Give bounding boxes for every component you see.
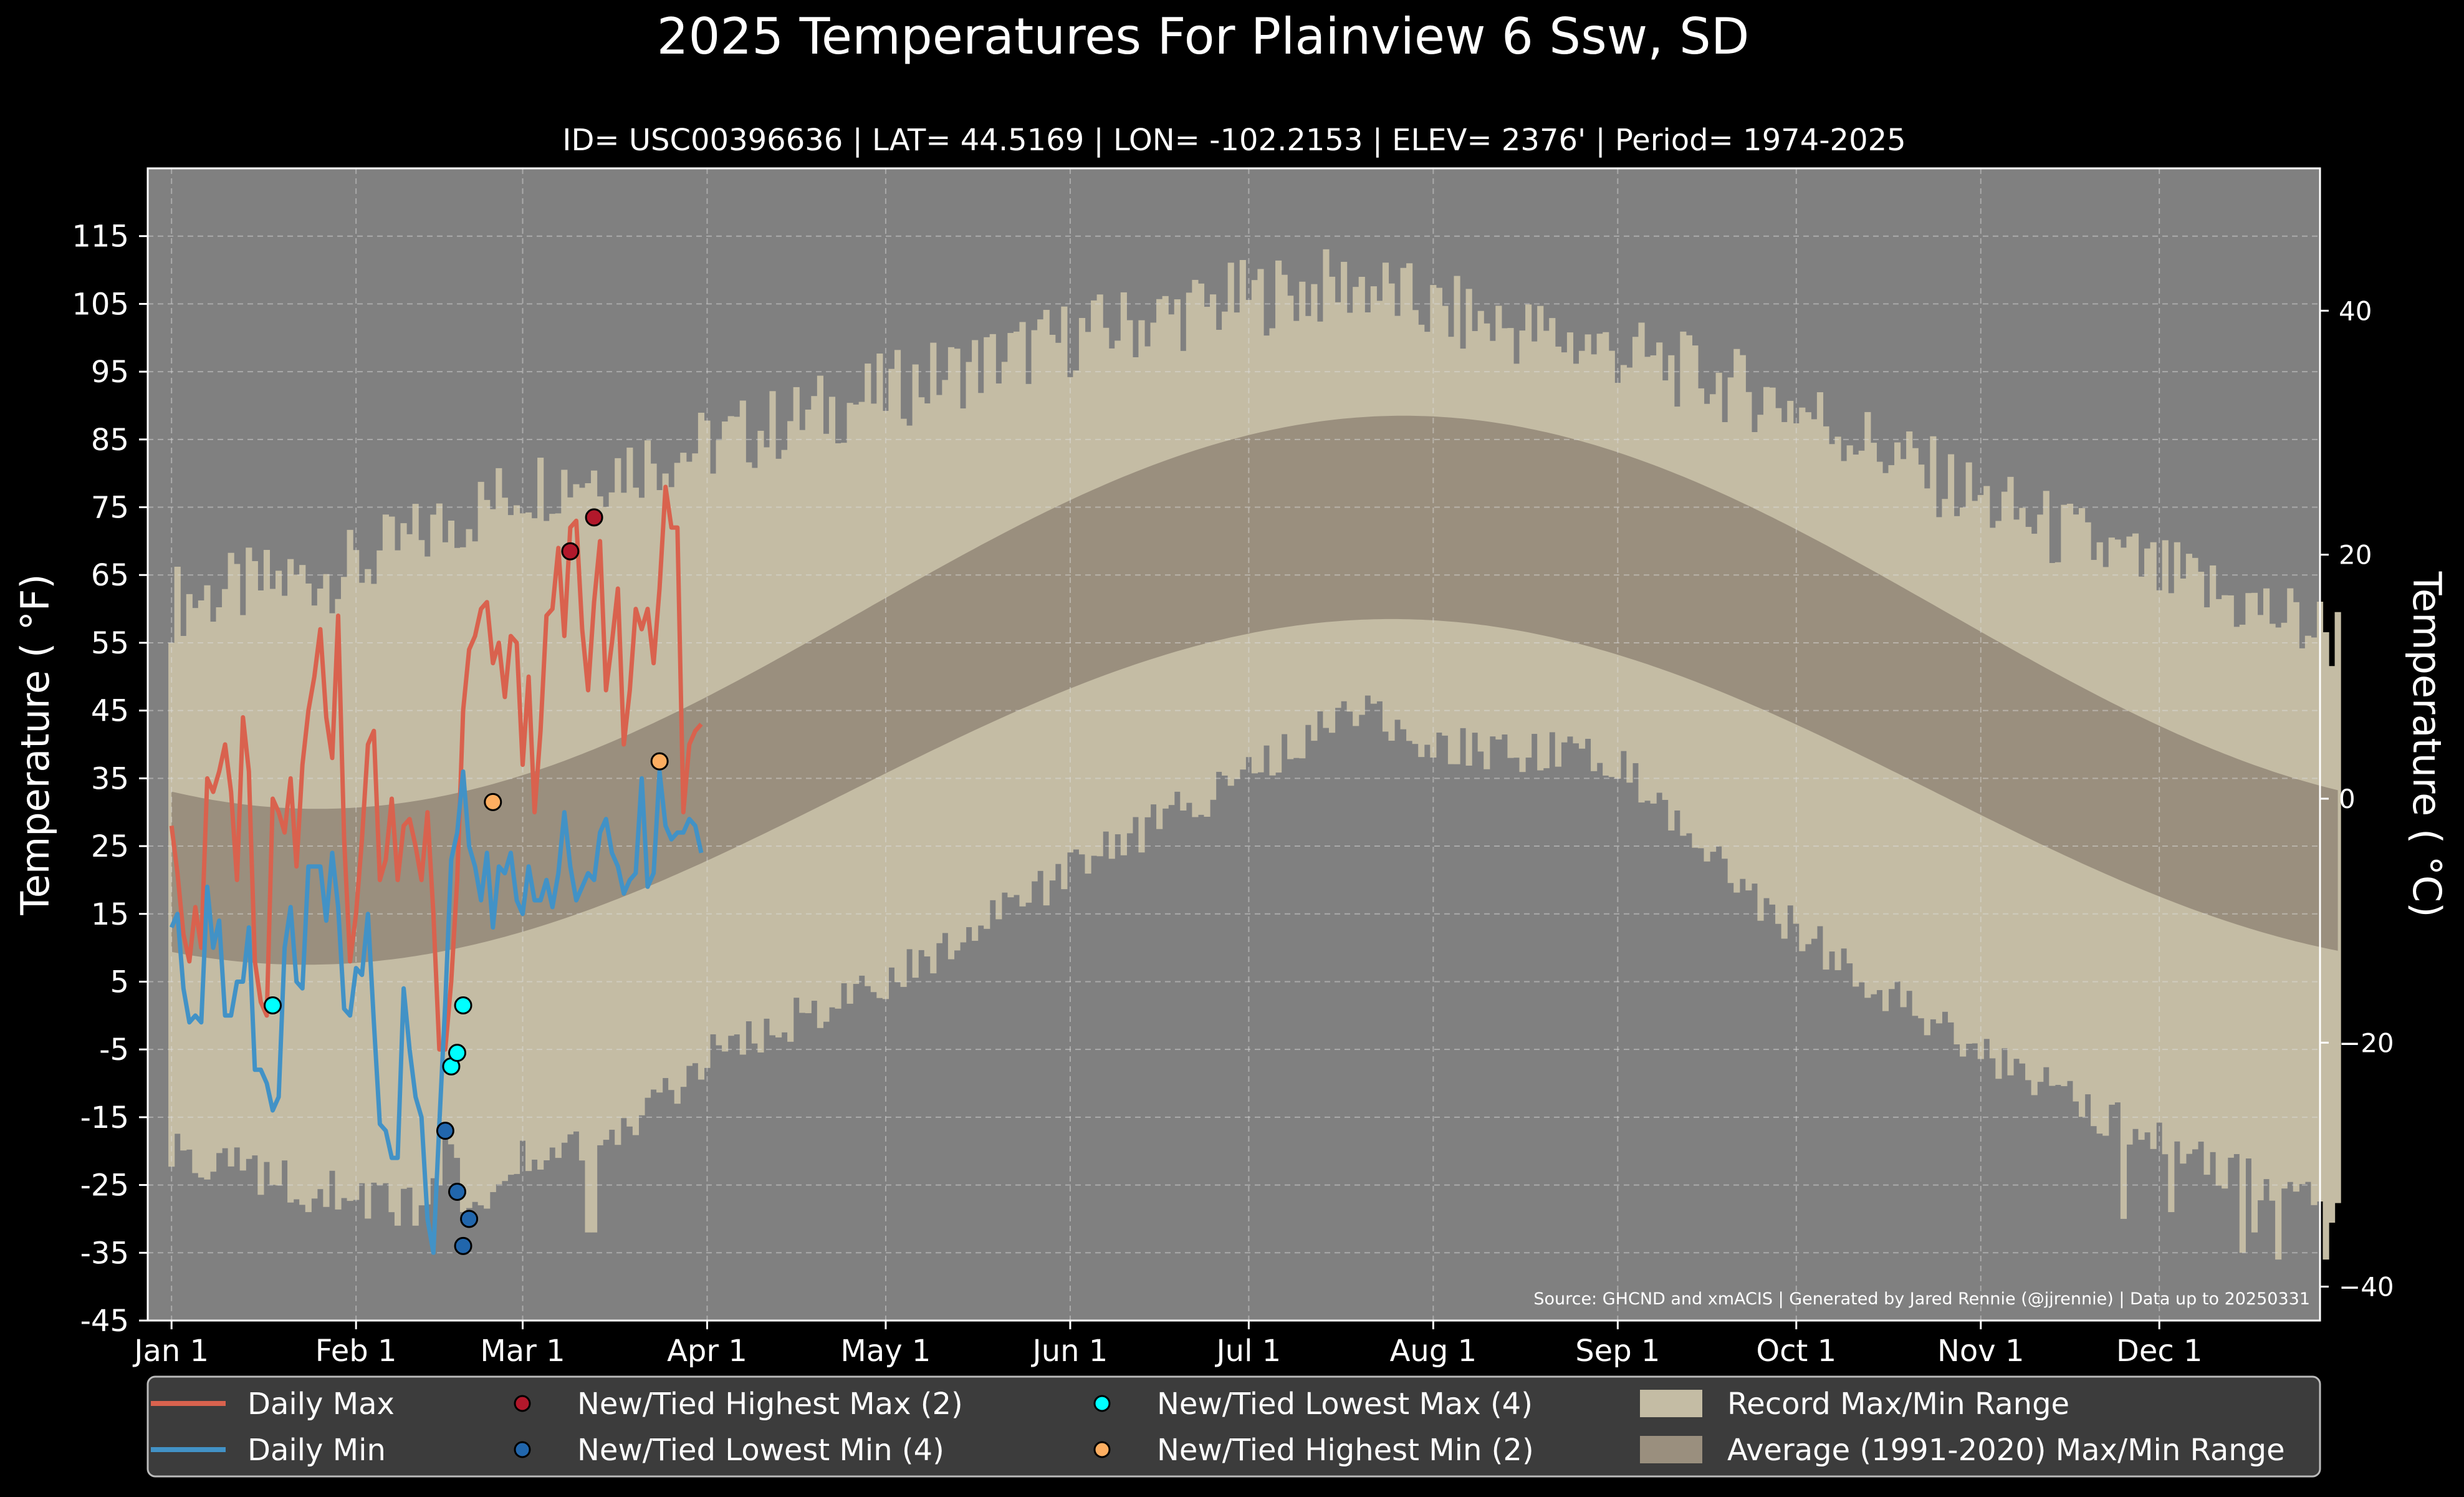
legend-dot-swatch bbox=[514, 1395, 531, 1412]
y-axis-left: -45 -35 -25 -15 -5 5 15 25 35 45 55 65 75 85 95 105 115 bbox=[72, 219, 148, 1339]
x-tick-label: Feb 1 bbox=[315, 1334, 397, 1369]
legend-label: Daily Max bbox=[247, 1387, 395, 1422]
y-tick-label: 15 bbox=[91, 897, 129, 932]
record-marker bbox=[585, 508, 603, 527]
y-tick-label: 65 bbox=[91, 558, 129, 593]
record-bar bbox=[2120, 547, 2127, 1219]
grid-lines bbox=[148, 168, 2320, 1321]
record-marker bbox=[448, 1182, 466, 1201]
record-bar bbox=[2334, 612, 2341, 1203]
record-marker bbox=[264, 996, 282, 1015]
legend-patch-swatch bbox=[1640, 1390, 1702, 1417]
y2-tick-label: 40 bbox=[2339, 296, 2372, 326]
y-tick-label: -35 bbox=[80, 1236, 129, 1271]
x-tick-label: Nov 1 bbox=[1937, 1334, 2024, 1369]
x-tick-label: Oct 1 bbox=[1756, 1334, 1836, 1369]
x-tick-label: Jul 1 bbox=[1215, 1334, 1282, 1369]
record-marker bbox=[650, 752, 669, 771]
legend-box bbox=[146, 1375, 2321, 1478]
record-bar bbox=[2168, 593, 2175, 1213]
x-tick-label: Apr 1 bbox=[667, 1334, 747, 1369]
record-marker bbox=[448, 1044, 466, 1062]
daily-min-line bbox=[169, 769, 704, 1255]
legend-patch-swatch bbox=[1640, 1436, 1702, 1463]
legend-dot-swatch bbox=[514, 1441, 531, 1458]
record-marker bbox=[460, 1210, 479, 1228]
y-tick-label: 25 bbox=[91, 829, 129, 864]
y-tick-label: 45 bbox=[91, 694, 129, 729]
legend-dot-swatch bbox=[1093, 1441, 1111, 1458]
legend-label: Daily Min bbox=[247, 1433, 386, 1468]
legend-label: New/Tied Highest Max (2) bbox=[577, 1387, 963, 1422]
y-tick-label: -25 bbox=[80, 1168, 129, 1203]
y-tick-label: 95 bbox=[91, 355, 129, 390]
y-tick-label: 115 bbox=[72, 219, 129, 254]
legend: Daily Max Daily Min New/Tied Highest Max (… bbox=[146, 1375, 2321, 1478]
record-marker bbox=[454, 1236, 472, 1255]
y-tick-label: -15 bbox=[80, 1100, 129, 1135]
y-tick-label: 55 bbox=[91, 626, 129, 661]
y2-tick-label: 0 bbox=[2339, 784, 2356, 814]
legend-dot-swatch bbox=[1093, 1395, 1111, 1412]
record-marker bbox=[436, 1122, 454, 1140]
x-axis: Jan 1 Feb 1 Mar 1 Apr 1 May 1 Jun 1 Jul 1 Aug 1… bbox=[132, 1321, 2203, 1369]
daily-max-line bbox=[169, 484, 703, 1052]
record-markers bbox=[264, 508, 669, 1255]
record-bar bbox=[168, 642, 175, 1167]
x-tick-label: Aug 1 bbox=[1390, 1334, 1477, 1369]
legend-label: New/Tied Lowest Min (4) bbox=[577, 1433, 944, 1468]
record-marker bbox=[561, 542, 580, 561]
normal-range-band bbox=[171, 415, 2338, 965]
y-tick-label: 85 bbox=[91, 423, 129, 458]
y2-tick-label: −40 bbox=[2339, 1272, 2394, 1302]
chart-subtitle: ID= USC00396636 | LAT= 44.5169 | LON= -1… bbox=[562, 123, 1906, 158]
record-bar bbox=[2239, 624, 2246, 1253]
record-marker bbox=[454, 996, 472, 1015]
y-axis-label: Temperature ( °F) bbox=[12, 574, 58, 915]
y-tick-label: -5 bbox=[99, 1032, 129, 1067]
record-bar bbox=[2275, 627, 2282, 1260]
x-tick-label: Sep 1 bbox=[1575, 1334, 1660, 1369]
x-tick-label: May 1 bbox=[840, 1334, 931, 1369]
y-tick-label: -45 bbox=[80, 1304, 129, 1339]
legend-label: Record Max/Min Range bbox=[1727, 1387, 2069, 1422]
source-note: Source: GHCND and xmACIS | Generated by … bbox=[1533, 1289, 2310, 1309]
legend-label: New/Tied Lowest Max (4) bbox=[1157, 1387, 1533, 1422]
y-tick-label: 5 bbox=[110, 965, 129, 999]
y-tick-label: 105 bbox=[72, 287, 129, 322]
y2-tick-label: 20 bbox=[2339, 540, 2372, 570]
legend-label: Average (1991-2020) Max/Min Range bbox=[1727, 1433, 2285, 1468]
y2-tick-label: −20 bbox=[2339, 1028, 2394, 1058]
y-axis-right: −40 −20 0 20 40 bbox=[2320, 296, 2394, 1302]
y-tick-label: 35 bbox=[91, 761, 129, 796]
y2-axis-label: Temperature ( °C) bbox=[2404, 571, 2450, 918]
x-tick-label: Jan 1 bbox=[132, 1334, 209, 1369]
chart-title: 2025 Temperatures For Plainview 6 Ssw, S… bbox=[657, 7, 1750, 65]
plot-frame bbox=[146, 167, 2321, 1322]
y-tick-label: 75 bbox=[91, 491, 129, 526]
x-tick-label: Jun 1 bbox=[1031, 1334, 1108, 1369]
legend-label: New/Tied Highest Min (2) bbox=[1157, 1433, 1534, 1468]
plot-area: Source: GHCND and xmACIS | Generated by … bbox=[146, 167, 2341, 1322]
x-tick-label: Dec 1 bbox=[2116, 1334, 2203, 1369]
x-tick-label: Mar 1 bbox=[480, 1334, 565, 1369]
record-marker bbox=[484, 792, 502, 811]
